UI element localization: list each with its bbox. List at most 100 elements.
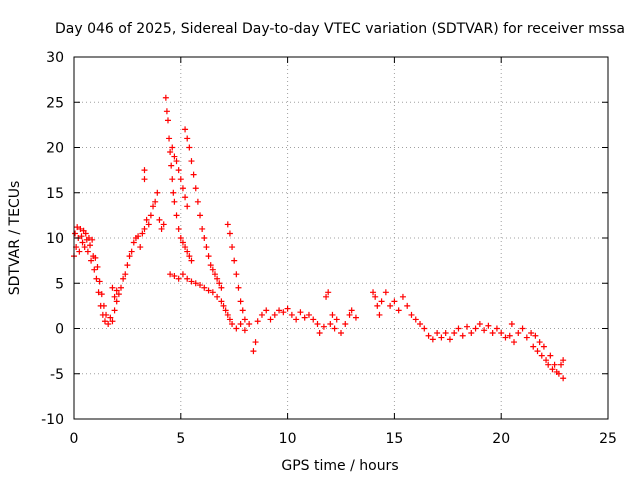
data-point-214 <box>543 357 550 364</box>
data-point-148 <box>293 316 300 323</box>
data-point-177 <box>404 302 411 309</box>
data-point-222 <box>560 375 567 382</box>
data-point-112 <box>192 280 199 287</box>
data-point-14 <box>85 235 92 241</box>
data-point-89 <box>184 135 191 142</box>
data-point-157 <box>325 289 332 296</box>
data-point-210 <box>534 348 541 355</box>
data-point-212 <box>538 352 545 359</box>
data-point-141 <box>263 307 270 314</box>
data-point-79 <box>188 257 195 264</box>
data-point-218 <box>551 361 558 368</box>
y-tick-label--10: -10 <box>41 412 64 428</box>
data-point-111 <box>188 278 195 285</box>
data-point-75 <box>179 239 186 246</box>
data-point-114 <box>201 284 208 291</box>
data-point-134 <box>237 320 244 327</box>
data-point-146 <box>284 305 291 312</box>
data-point-180 <box>417 320 424 327</box>
data-point-102 <box>211 271 218 278</box>
data-point-171 <box>378 298 385 305</box>
data-point-138 <box>252 339 259 346</box>
data-point-156 <box>323 293 330 300</box>
data-point-33 <box>109 318 116 325</box>
data-point-121 <box>224 311 231 318</box>
x-axis-label: GPS time / hours <box>281 458 398 474</box>
y-axis-label: SDTVAR / TECUs <box>7 181 23 296</box>
data-point-135 <box>241 327 248 334</box>
data-point-46 <box>130 239 137 246</box>
data-point-119 <box>220 302 227 309</box>
data-point-78 <box>186 253 193 260</box>
data-point-204 <box>515 330 522 337</box>
data-point-40 <box>117 284 124 291</box>
data-point-129 <box>235 284 242 291</box>
y-tick-label-0: 0 <box>55 322 64 338</box>
data-point-122 <box>226 316 233 323</box>
data-point-207 <box>528 330 535 337</box>
data-point-106 <box>167 271 174 278</box>
x-tick-label-15: 15 <box>385 431 403 447</box>
data-point-30 <box>103 311 110 318</box>
data-point-194 <box>476 320 483 327</box>
data-point-130 <box>237 298 244 305</box>
data-point-63 <box>162 94 169 101</box>
data-point-125 <box>226 230 233 237</box>
data-point-115 <box>205 287 212 294</box>
data-point-202 <box>508 320 515 327</box>
data-point-80 <box>169 144 176 151</box>
data-point-21 <box>93 275 100 282</box>
data-point-100 <box>207 262 214 269</box>
data-point-16 <box>88 257 95 264</box>
data-point-70 <box>170 189 177 196</box>
data-point-164 <box>346 311 353 318</box>
data-point-213 <box>540 343 547 350</box>
data-point-8 <box>79 239 86 246</box>
data-point-168 <box>372 293 379 300</box>
data-point-73 <box>175 225 182 232</box>
data-point-142 <box>267 316 274 323</box>
data-point-162 <box>338 330 344 337</box>
x-tick-label-0: 0 <box>70 431 79 447</box>
data-point-36 <box>109 284 116 291</box>
data-point-103 <box>214 275 221 282</box>
data-point-69 <box>169 176 176 183</box>
data-point-34 <box>111 307 118 314</box>
data-point-185 <box>438 334 445 341</box>
data-point-181 <box>421 325 428 332</box>
x-tick-label-10: 10 <box>279 431 297 447</box>
data-point-62 <box>160 221 167 228</box>
data-point-77 <box>184 248 191 255</box>
data-point-191 <box>464 323 471 330</box>
x-tick-label-25: 25 <box>599 431 617 447</box>
data-point-91 <box>188 158 195 165</box>
data-point-208 <box>530 343 537 350</box>
data-point-39 <box>115 291 122 298</box>
data-point-139 <box>254 318 261 325</box>
data-point-220 <box>555 370 562 377</box>
data-point-186 <box>442 330 449 337</box>
data-point-85 <box>179 185 186 192</box>
data-point-74 <box>177 235 184 241</box>
data-point-221 <box>558 361 565 368</box>
data-point-189 <box>455 325 462 332</box>
data-point-183 <box>429 336 436 343</box>
data-point-68 <box>168 162 175 169</box>
data-point-126 <box>229 244 236 251</box>
data-point-31 <box>105 320 112 327</box>
data-point-163 <box>342 320 349 327</box>
data-point-84 <box>177 176 184 183</box>
data-point-49 <box>137 244 144 251</box>
data-point-22 <box>94 263 101 270</box>
data-point-88 <box>182 126 189 133</box>
data-points <box>71 94 567 382</box>
x-tick-label-5: 5 <box>176 431 185 447</box>
data-point-52 <box>143 216 150 223</box>
data-point-64 <box>163 108 170 115</box>
data-point-133 <box>233 325 240 332</box>
data-point-193 <box>472 325 479 332</box>
data-point-51 <box>141 225 148 232</box>
data-point-44 <box>126 253 133 260</box>
data-point-211 <box>536 339 543 346</box>
